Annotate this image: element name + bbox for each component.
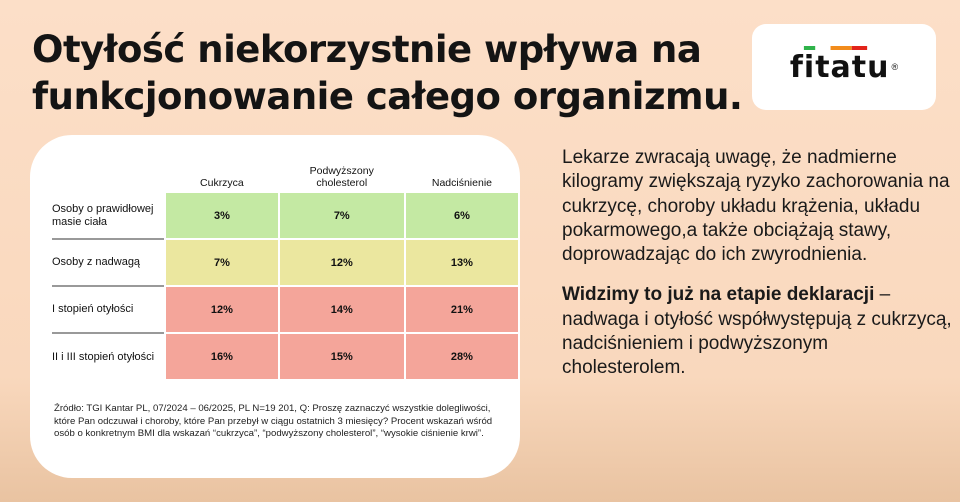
table-row: Osoby z nadwagą 7% 12% 13% — [52, 240, 518, 287]
source-note: Źródło: TGI Kantar PL, 07/2024 – 06/2025… — [54, 403, 493, 439]
table-row: I stopień otyłości 12% 14% 21% — [52, 287, 518, 334]
registered-mark: ® — [891, 62, 899, 72]
disease-table: Cukrzyca Podwyższony cholesterol Nadciśn… — [50, 163, 520, 381]
row-label: II i III stopień otyłości — [52, 351, 155, 363]
fitatu-logo: fitatu ® — [752, 24, 936, 110]
row-label: Osoby z nadwagą — [52, 240, 165, 287]
column-header: Podwyższony cholesterol — [309, 165, 374, 189]
paragraph-2-bold: Widzimy to już na etapie deklaracji — [562, 284, 875, 306]
row-label: Osoby o prawidłowej masie ciała — [52, 193, 165, 240]
paragraph-1: Lekarze zwracają uwagę, że nadmierne kil… — [562, 147, 950, 266]
column-header: Cukrzyca — [200, 177, 244, 189]
value-cell: 13% — [405, 240, 518, 287]
value-cell: 28% — [405, 334, 518, 381]
table-row: II i III stopień otyłości 16% 15% 28% — [52, 334, 518, 381]
value-cell: 15% — [279, 334, 404, 381]
value-cell: 12% — [166, 287, 278, 334]
value-cell: 7% — [279, 193, 404, 240]
column-header: Nadciśnienie — [431, 177, 492, 189]
value-cell: 21% — [405, 287, 518, 334]
value-cell: 12% — [279, 240, 404, 287]
logo-wordmark: fitatu — [789, 49, 890, 85]
paragraph-2: Widzimy to już na etapie deklaracji – na… — [562, 283, 952, 380]
value-cell: 3% — [166, 193, 278, 240]
value-cell: 14% — [279, 287, 404, 334]
headline-line-1: Otyłość niekorzystnie wpływa na — [32, 28, 702, 71]
corner-cell — [52, 163, 164, 193]
table-row: Osoby o prawidłowej masie ciała 3% 7% 6% — [52, 193, 518, 240]
body-text: Lekarze zwracają uwagę, że nadmierne kil… — [562, 146, 952, 397]
row-label: I stopień otyłości — [52, 287, 165, 334]
paragraph-2-rest: – nadwaga i otyłość współwystępują z cuk… — [562, 284, 952, 379]
value-cell: 6% — [405, 193, 518, 240]
headline-line-2: funkcjonowanie całego organizmu. — [32, 75, 743, 118]
headline: Otyłość niekorzystnie wpływa na funkcjon… — [32, 26, 743, 120]
value-cell: 7% — [166, 240, 278, 287]
data-card: Cukrzyca Podwyższony cholesterol Nadciśn… — [30, 135, 520, 478]
value-cell: 16% — [166, 334, 278, 381]
